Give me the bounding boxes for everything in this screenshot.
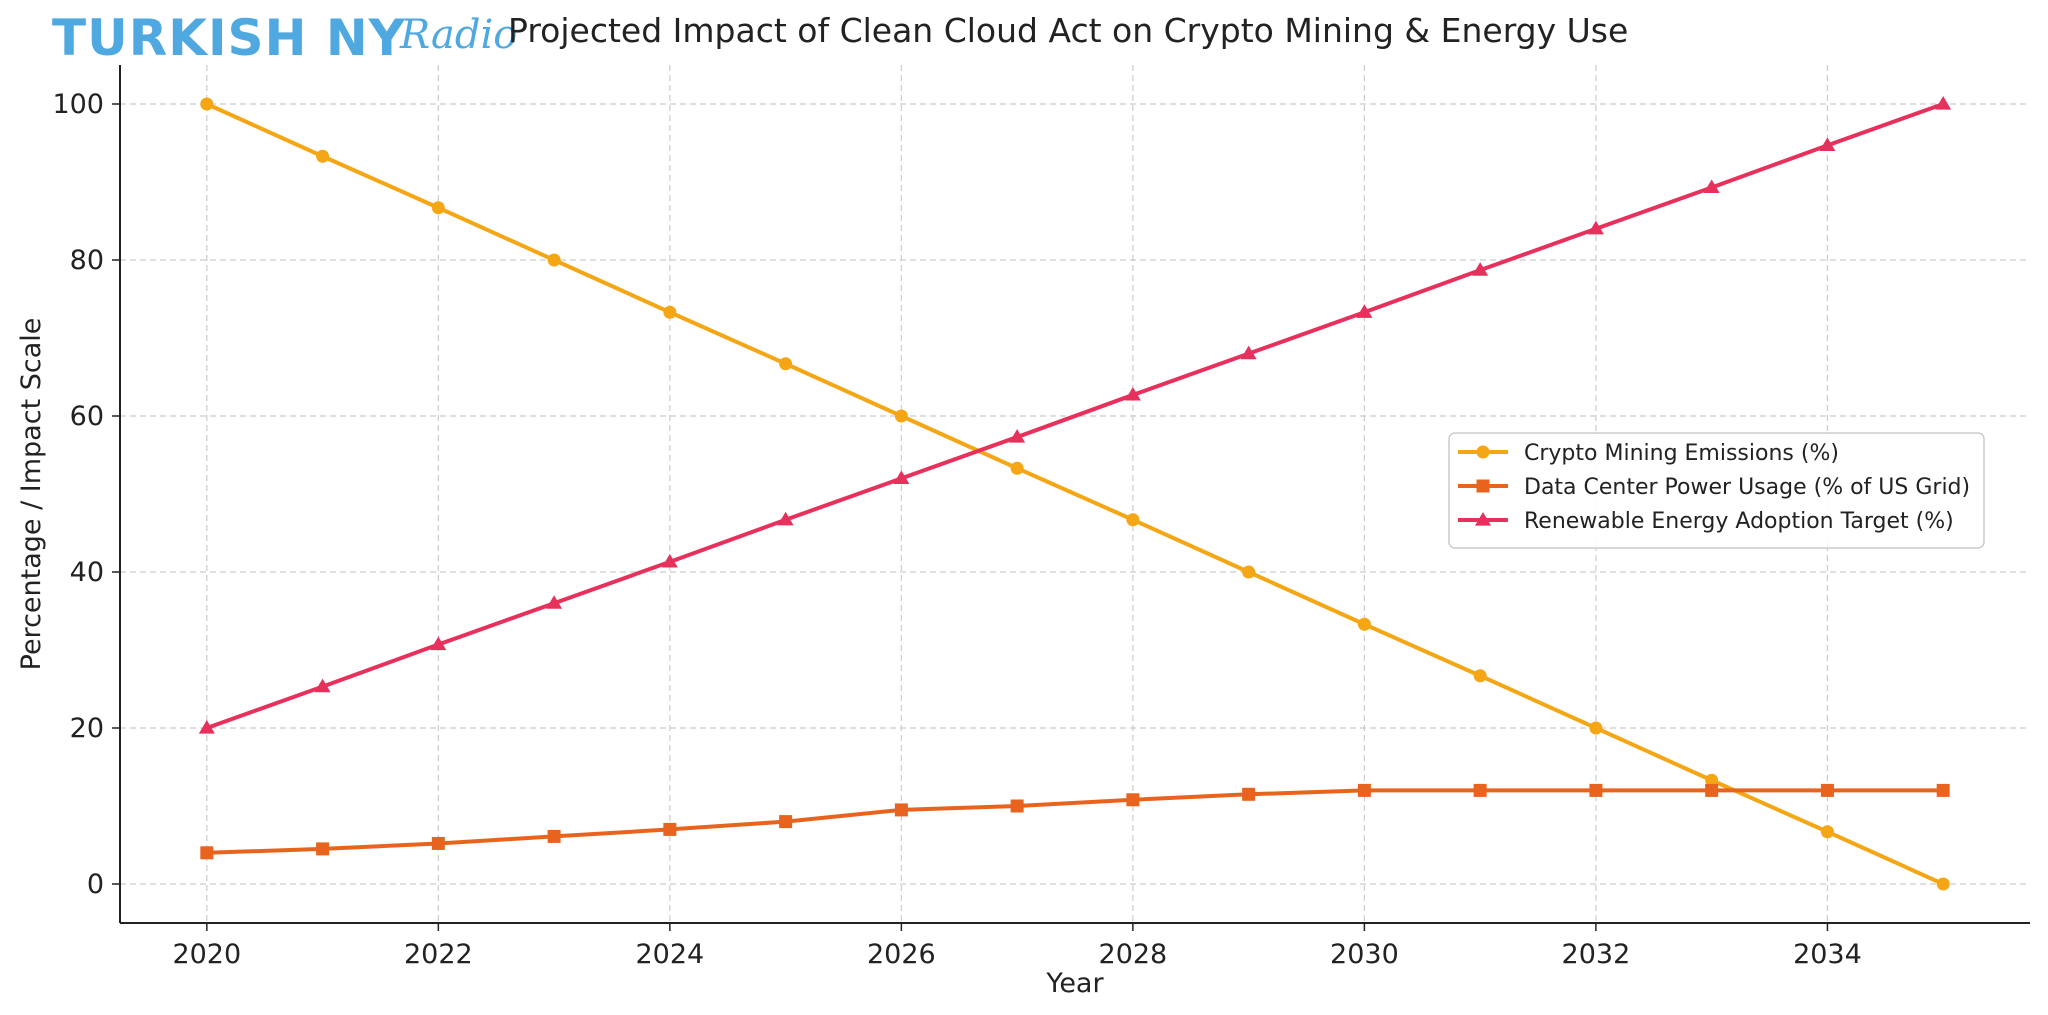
data-point [1705,773,1719,787]
series-layer [198,96,1952,891]
legend-label: Renewable Energy Adoption Target (%) [1524,509,1954,534]
data-point [547,829,561,843]
x-tick-label: 2028 [1099,939,1168,970]
x-tick-label: 2022 [404,939,473,970]
legend-label: Data Center Power Usage (% of US Grid) [1524,475,1970,500]
data-point [1703,179,1720,194]
series-line [205,102,1945,886]
x-tick-label: 2026 [867,939,936,970]
y-tick-label: 100 [52,89,104,120]
x-tick-label: 2034 [1793,939,1862,970]
x-axis-label: Year [1045,968,1104,999]
data-point [1589,783,1603,797]
x-tick-label: 2020 [172,939,241,970]
data-point [1242,565,1256,579]
data-point [1589,721,1603,735]
data-point [198,720,215,734]
data-point [200,846,214,860]
data-point [1126,793,1140,807]
data-point [893,470,910,484]
data-point [1242,787,1256,801]
y-tick-label: 80 [70,245,104,276]
data-point [663,305,677,319]
data-point [1936,877,1950,891]
series-3 [198,96,1952,734]
data-point [1357,783,1371,797]
data-point [1473,783,1487,797]
data-point [314,678,331,693]
legend-label: Crypto Mining Emissions (%) [1524,441,1839,466]
y-tick-label: 40 [70,557,104,588]
grid-layer [120,65,2030,923]
data-point [1009,429,1026,443]
data-point [200,97,214,111]
data-point [547,253,561,267]
legend-marker [1476,479,1490,493]
series-2 [200,783,1950,860]
data-point [316,149,330,163]
tick-layer: 2020 2022 2024 2026 2028 2030 2032 2034 0 20 40 60 8… [52,89,1861,970]
data-point [1356,304,1373,318]
data-point [1705,783,1719,797]
data-point [1820,825,1834,839]
y-tick-label: 0 [87,869,104,900]
data-point [1357,617,1371,631]
data-point [779,357,793,371]
data-point [1240,345,1257,360]
data-point [1124,386,1141,401]
data-point [1936,783,1950,797]
data-point [777,511,794,526]
data-point [1935,96,1952,110]
data-point [1473,669,1487,683]
legend-frame [1448,432,1985,549]
data-point [316,842,330,856]
y-tick-label: 60 [70,401,104,432]
x-tick-label: 2030 [1330,939,1399,970]
data-point [1587,220,1604,235]
data-point [894,803,908,817]
legend: Crypto Mining Emissions (%) Data Center P… [1448,432,1985,549]
data-point [1010,799,1024,813]
data-point [661,553,678,568]
logo-script-text: Radio [399,12,517,58]
data-point [894,409,908,423]
data-point [1126,513,1140,527]
data-point [431,201,445,215]
x-tick-label: 2024 [635,939,704,970]
data-point [546,595,563,609]
legend-marker [1476,445,1490,459]
chart-title: Projected Impact of Clean Cloud Act on C… [508,11,1628,50]
y-tick-label: 20 [70,713,104,744]
data-point [663,822,677,836]
data-point [1472,262,1489,276]
data-point [1010,461,1024,475]
data-point [1819,137,1836,151]
data-point [779,815,793,829]
data-point [430,636,447,651]
y-axis-label: Percentage / Impact Scale [16,318,47,671]
legend-marker [1475,512,1491,526]
data-point [1820,783,1834,797]
x-tick-label: 2032 [1562,939,1631,970]
series-line [206,788,1944,855]
series-line [206,102,1944,730]
series-1 [200,97,1950,891]
logo-main-text: TURKISH NY [52,9,406,67]
data-point [431,836,445,850]
